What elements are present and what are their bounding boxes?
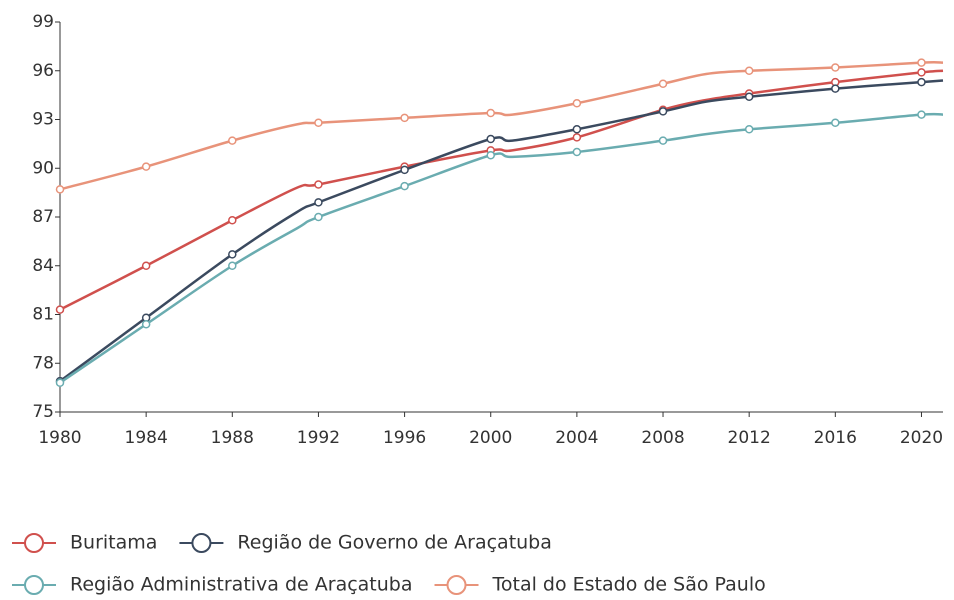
point [486, 108, 495, 118]
legend-label: Buritama [70, 532, 157, 554]
point [658, 107, 668, 116]
point [486, 134, 495, 144]
point [572, 125, 582, 134]
legend-marker [24, 533, 44, 553]
point [228, 216, 237, 225]
point [744, 92, 754, 101]
point [141, 320, 151, 329]
x-tick-label: 1992 [297, 428, 340, 448]
x-tick-label: 1984 [125, 428, 168, 448]
point [55, 378, 65, 387]
point [55, 305, 65, 314]
x-tick-label: 2016 [814, 428, 857, 448]
point [314, 198, 323, 207]
point [831, 118, 840, 127]
point [917, 77, 926, 87]
y-tick-label: 78 [32, 353, 54, 373]
x-tick-label: 2020 [900, 428, 943, 448]
y-tick-label: 75 [32, 402, 54, 422]
point [917, 110, 926, 119]
y-tick-label: 90 [32, 158, 54, 178]
point [831, 63, 840, 72]
series-line [59, 69, 944, 311]
point [572, 99, 582, 108]
y-tick-label: 81 [32, 305, 54, 325]
point [744, 125, 754, 134]
point [141, 162, 151, 171]
point [314, 212, 323, 222]
x-tick-label: 1996 [383, 428, 426, 448]
point [141, 261, 151, 270]
point [228, 136, 237, 145]
y-tick-label: 96 [32, 61, 54, 81]
point [400, 181, 409, 191]
legend-marker [24, 575, 44, 595]
x-tick-label: 1980 [38, 428, 81, 448]
x-tick-label: 2004 [555, 428, 598, 448]
point [917, 58, 926, 67]
y-tick-label: 84 [32, 256, 54, 276]
point [228, 261, 237, 270]
point [486, 151, 495, 160]
point [572, 133, 582, 142]
point [658, 136, 668, 145]
point [917, 68, 926, 77]
point [55, 185, 65, 194]
legend-label: Região Administrativa de Araçatuba [70, 574, 413, 596]
y-tick-label: 99 [32, 12, 54, 32]
x-tick-label: 2008 [641, 428, 684, 448]
point [572, 147, 582, 157]
y-tick-label: 93 [32, 110, 54, 130]
series-line [59, 112, 944, 384]
point [228, 250, 237, 259]
point [314, 118, 323, 127]
x-tick-label: 2000 [469, 428, 512, 448]
legend-marker [446, 575, 467, 595]
point [314, 180, 323, 189]
point [658, 79, 668, 88]
x-tick-label: 2012 [728, 428, 771, 448]
point [400, 165, 409, 175]
y-tick-label: 87 [32, 207, 54, 227]
legend-label: Total do Estado de São Paulo [492, 574, 766, 596]
point [831, 84, 840, 93]
point [744, 66, 754, 75]
legend-marker [191, 533, 212, 553]
point [400, 113, 409, 123]
legend-label: Região de Governo de Araçatuba [237, 532, 551, 554]
series-line [59, 61, 944, 191]
x-tick-label: 1988 [211, 428, 254, 448]
